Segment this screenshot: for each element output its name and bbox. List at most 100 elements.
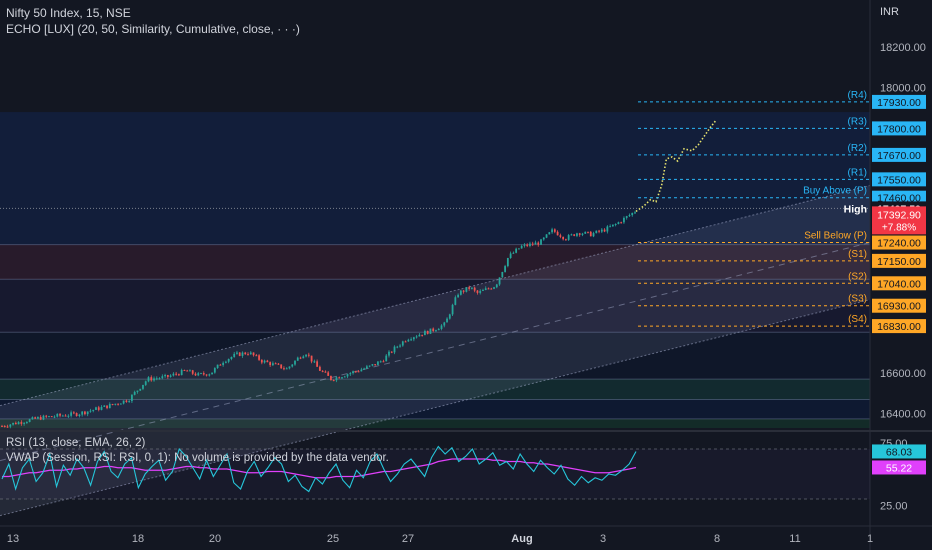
candle-body[interactable] <box>211 372 213 375</box>
candle-body[interactable] <box>451 304 454 315</box>
candle-body[interactable] <box>589 231 592 237</box>
candle-body[interactable] <box>512 252 515 254</box>
candle-body[interactable] <box>559 235 562 237</box>
candle-body[interactable] <box>581 233 584 235</box>
candle-body[interactable] <box>385 355 388 362</box>
candle-body[interactable] <box>313 361 316 363</box>
candle-body[interactable] <box>302 356 305 359</box>
candle-body[interactable] <box>213 368 216 373</box>
candle-body[interactable] <box>564 239 567 241</box>
candle-body[interactable] <box>327 372 330 376</box>
candle-body[interactable] <box>415 336 418 338</box>
candle-body[interactable] <box>432 328 435 332</box>
candle-body[interactable] <box>258 355 260 360</box>
candle-body[interactable] <box>587 231 589 233</box>
candle-body[interactable] <box>238 352 241 356</box>
candle-body[interactable] <box>493 287 495 289</box>
candle-body[interactable] <box>45 415 48 417</box>
candle-body[interactable] <box>412 337 415 340</box>
candle-body[interactable] <box>631 212 634 216</box>
candle-body[interactable] <box>260 359 263 363</box>
candle-body[interactable] <box>614 224 617 226</box>
candle-body[interactable] <box>202 373 205 375</box>
candle-body[interactable] <box>81 411 84 415</box>
candle-body[interactable] <box>117 403 119 405</box>
candle-body[interactable] <box>468 287 471 289</box>
candle-body[interactable] <box>335 377 338 381</box>
candle-body[interactable] <box>59 413 61 416</box>
candle-body[interactable] <box>531 243 534 245</box>
candle-body[interactable] <box>484 288 487 290</box>
candle-body[interactable] <box>219 364 222 366</box>
candle-body[interactable] <box>504 266 506 272</box>
candle-body[interactable] <box>490 288 493 290</box>
candle-body[interactable] <box>230 356 233 359</box>
candle-body[interactable] <box>457 294 459 298</box>
candle-body[interactable] <box>437 328 440 331</box>
candle-body[interactable] <box>426 330 429 334</box>
candle-body[interactable] <box>435 330 437 332</box>
candle-body[interactable] <box>6 426 9 428</box>
candle-body[interactable] <box>78 414 81 417</box>
candle-body[interactable] <box>92 409 95 411</box>
candle-body[interactable] <box>365 366 368 369</box>
candle-body[interactable] <box>343 376 346 378</box>
candle-body[interactable] <box>236 352 238 354</box>
candle-body[interactable] <box>122 400 125 404</box>
candle-body[interactable] <box>371 364 374 366</box>
candle-body[interactable] <box>341 377 343 379</box>
candle-body[interactable] <box>67 415 70 417</box>
candle-body[interactable] <box>277 363 280 365</box>
candle-body[interactable] <box>103 405 106 407</box>
candle-body[interactable] <box>50 416 53 418</box>
candle-body[interactable] <box>205 374 208 376</box>
candle-body[interactable] <box>609 226 612 228</box>
candle-body[interactable] <box>443 322 446 326</box>
candle-body[interactable] <box>89 410 92 412</box>
candle-body[interactable] <box>224 361 227 363</box>
candle-body[interactable] <box>388 351 390 356</box>
candle-body[interactable] <box>534 242 537 245</box>
candle-body[interactable] <box>440 325 443 329</box>
candle-body[interactable] <box>114 403 117 405</box>
candle-body[interactable] <box>263 360 266 363</box>
candle-body[interactable] <box>556 231 559 236</box>
candle-body[interactable] <box>12 422 14 425</box>
candle-body[interactable] <box>197 373 200 376</box>
candle-body[interactable] <box>540 239 542 245</box>
candle-body[interactable] <box>418 334 421 337</box>
candle-body[interactable] <box>545 234 548 238</box>
candle-body[interactable] <box>520 245 523 249</box>
candle-body[interactable] <box>72 412 75 414</box>
candle-body[interactable] <box>106 405 108 409</box>
candle-body[interactable] <box>606 226 609 232</box>
candle-body[interactable] <box>390 351 393 353</box>
candle-body[interactable] <box>97 407 100 410</box>
candle-body[interactable] <box>349 373 352 375</box>
candle-body[interactable] <box>131 394 133 402</box>
candle-body[interactable] <box>128 401 131 403</box>
candle-body[interactable] <box>17 422 20 425</box>
candle-body[interactable] <box>216 364 219 369</box>
candle-body[interactable] <box>310 355 313 362</box>
candle-body[interactable] <box>285 368 288 370</box>
candle-body[interactable] <box>255 355 258 357</box>
candle-body[interactable] <box>283 368 285 370</box>
candle-body[interactable] <box>200 373 202 375</box>
candle-body[interactable] <box>354 371 357 373</box>
candle-body[interactable] <box>56 413 59 417</box>
candle-body[interactable] <box>523 244 526 246</box>
candle-body[interactable] <box>84 411 86 415</box>
candle-body[interactable] <box>142 384 144 389</box>
candle-body[interactable] <box>222 362 225 366</box>
candle-body[interactable] <box>396 346 399 348</box>
candle-body[interactable] <box>25 422 28 424</box>
candle-body[interactable] <box>338 377 341 379</box>
candle-body[interactable] <box>14 422 17 425</box>
candle-body[interactable] <box>573 234 576 236</box>
candle-body[interactable] <box>191 370 194 374</box>
candle-body[interactable] <box>363 368 366 370</box>
candle-body[interactable] <box>247 354 249 356</box>
candle-body[interactable] <box>595 230 598 234</box>
